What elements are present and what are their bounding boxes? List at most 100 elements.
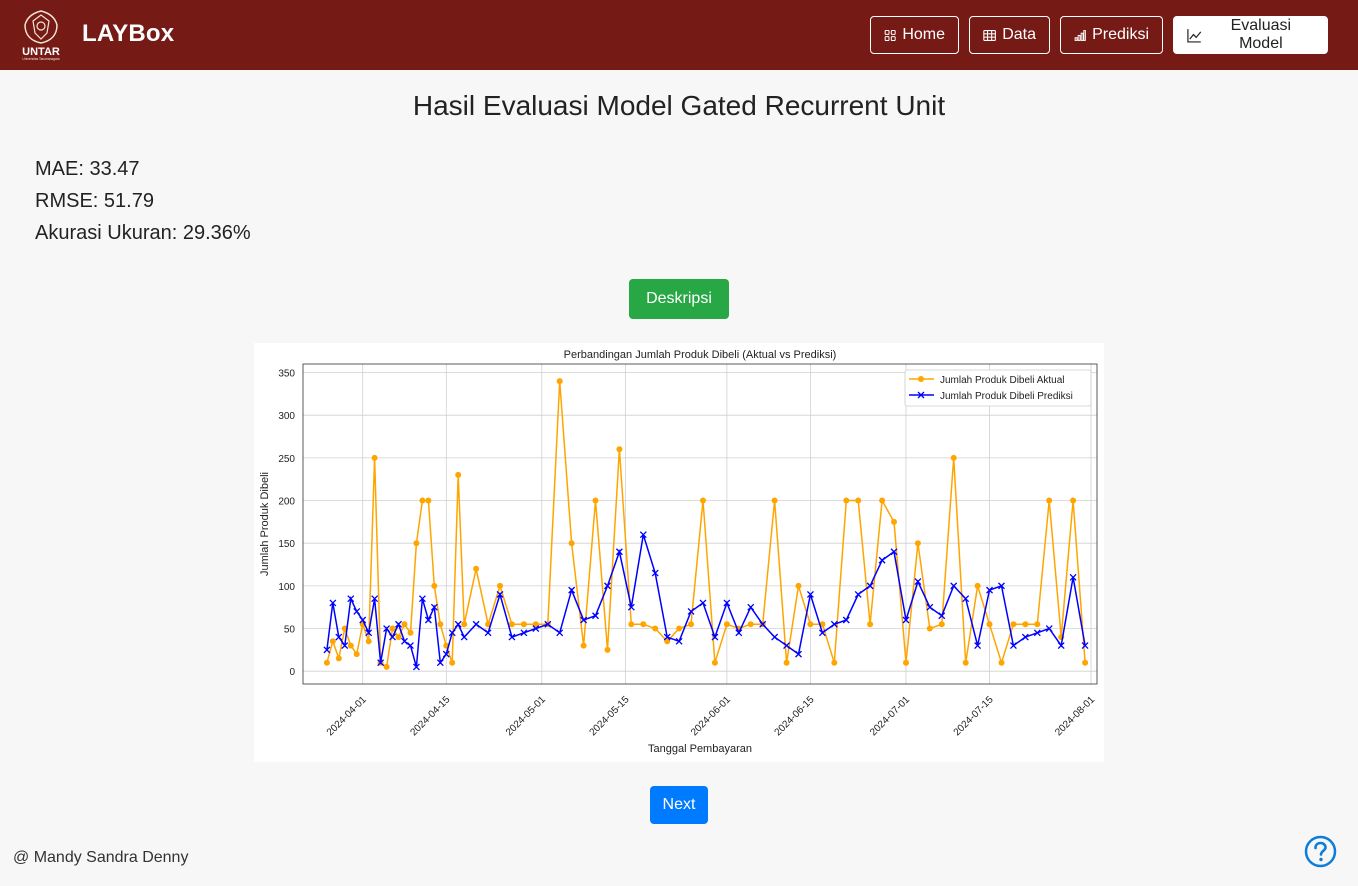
predicted-point [651, 569, 659, 577]
series-layer [323, 378, 1089, 671]
bar-chart-icon [1074, 29, 1086, 41]
predicted-point [675, 637, 683, 645]
mae-metric: MAE: 33.47 [35, 158, 140, 180]
predicted-point [1057, 642, 1065, 650]
actual-point [700, 497, 706, 504]
predicted-point [580, 616, 588, 624]
y-tick-label: 0 [289, 667, 295, 678]
actual-point [395, 634, 402, 641]
actual-point [1034, 621, 1041, 628]
legend-predicted-label: Jumlah Produk Dibeli Prediksi [940, 391, 1073, 402]
legend-predicted-marker [917, 391, 925, 399]
logo-text: UNTAR [22, 46, 60, 58]
actual-point [508, 621, 515, 628]
predicted-point [842, 616, 850, 624]
actual-point [371, 454, 378, 461]
chart-title: Perbandingan Jumlah Produk Dibeli (Aktua… [564, 349, 837, 361]
predicted-point [436, 659, 444, 667]
predicted-point [1069, 573, 1077, 581]
y-tick-label: 100 [278, 582, 295, 593]
predicted-point [723, 599, 731, 607]
predicted-point [950, 582, 958, 590]
predicted-point [783, 642, 791, 650]
actual-point [1046, 497, 1053, 504]
actual-point [383, 663, 390, 670]
next-button[interactable]: Next [650, 786, 708, 824]
predicted-point [663, 633, 671, 641]
x-tick-label: 2024-07-15 [952, 694, 996, 738]
predicted-point [335, 633, 343, 641]
actual-point [1022, 621, 1029, 628]
predicted-point [424, 616, 432, 624]
actual-point [449, 659, 456, 666]
nav-evaluasi-button[interactable]: Evaluasi Model [1173, 16, 1328, 54]
predicted-point [866, 582, 874, 590]
untar-logo[interactable]: UNTAR Universitas Tarumanagara [19, 9, 63, 61]
predicted-point [412, 663, 420, 671]
predicted-point [747, 603, 755, 611]
actual-point [903, 659, 909, 666]
actual-point [986, 621, 993, 628]
actual-point [347, 642, 354, 649]
predicted-point [323, 646, 331, 654]
predicted-point [1081, 642, 1089, 650]
brand-name[interactable]: LAYBox [82, 20, 175, 47]
predicted-point [508, 633, 516, 641]
predicted-point [460, 633, 468, 641]
predicted-point [418, 595, 426, 603]
actual-point [962, 659, 969, 666]
x-tick-label: 2024-06-15 [773, 694, 817, 738]
predicted-point [496, 590, 504, 598]
actual-point [413, 540, 420, 547]
actual-point [532, 621, 539, 628]
actual-point [652, 625, 659, 632]
actual-point [497, 582, 503, 589]
actual-point [807, 621, 814, 628]
predicted-point [604, 582, 611, 590]
actual-point [437, 621, 444, 628]
actual-point [580, 642, 587, 649]
predicted-point [639, 531, 647, 539]
predicted-point [365, 629, 373, 637]
predicted-point [556, 629, 564, 637]
logo-subtext: Universitas Tarumanagara [22, 57, 59, 61]
actual-point [365, 638, 372, 645]
actual-point [407, 629, 414, 636]
actual-point [950, 454, 957, 461]
y-tick-label: 350 [278, 369, 295, 380]
nav-data-button[interactable]: Data [969, 16, 1050, 54]
actual-point [628, 621, 635, 628]
predicted-point [442, 650, 450, 658]
predicted-point [735, 629, 743, 637]
y-tick-label: 50 [284, 625, 296, 636]
predicted-point [484, 629, 492, 637]
predicted-point [406, 642, 414, 650]
help-button[interactable] [1304, 835, 1337, 868]
actual-point [323, 659, 330, 666]
nav-prediksi-button[interactable]: Prediksi [1060, 16, 1163, 54]
description-button[interactable]: Deskripsi [629, 279, 729, 319]
nav-prediksi-label: Prediksi [1092, 26, 1149, 43]
actual-point [419, 497, 426, 504]
predicted-point [520, 629, 528, 637]
predicted-point [854, 590, 862, 598]
predicted-point [938, 612, 946, 620]
predicted-point [1045, 625, 1053, 632]
evaluation-chart: 0 50 100 150 200 250 300 350 2024-04-01 2024-04-1… [254, 343, 1104, 762]
legend-actual-marker [918, 376, 924, 382]
nav-home-button[interactable]: Home [870, 16, 959, 54]
actual-point [795, 582, 802, 589]
actual-point [556, 378, 563, 385]
page-title: Hasil Evaluasi Model Gated Recurrent Uni… [412, 90, 946, 121]
predicted-point [347, 595, 355, 603]
actual-point [879, 497, 886, 504]
predicted-point [377, 659, 385, 667]
chart-xlabel: Tanggal Pembayaran [648, 743, 752, 755]
predicted-point [1009, 642, 1017, 650]
actual-point [335, 655, 342, 662]
predicted-point [627, 603, 635, 611]
chart-svg: 0 50 100 150 200 250 300 350 2024-04-01 2024-04-1… [259, 349, 1097, 755]
nav-evaluasi-label: Evaluasi Model [1230, 17, 1292, 52]
actual-point [771, 497, 778, 504]
predicted-point [389, 633, 397, 641]
